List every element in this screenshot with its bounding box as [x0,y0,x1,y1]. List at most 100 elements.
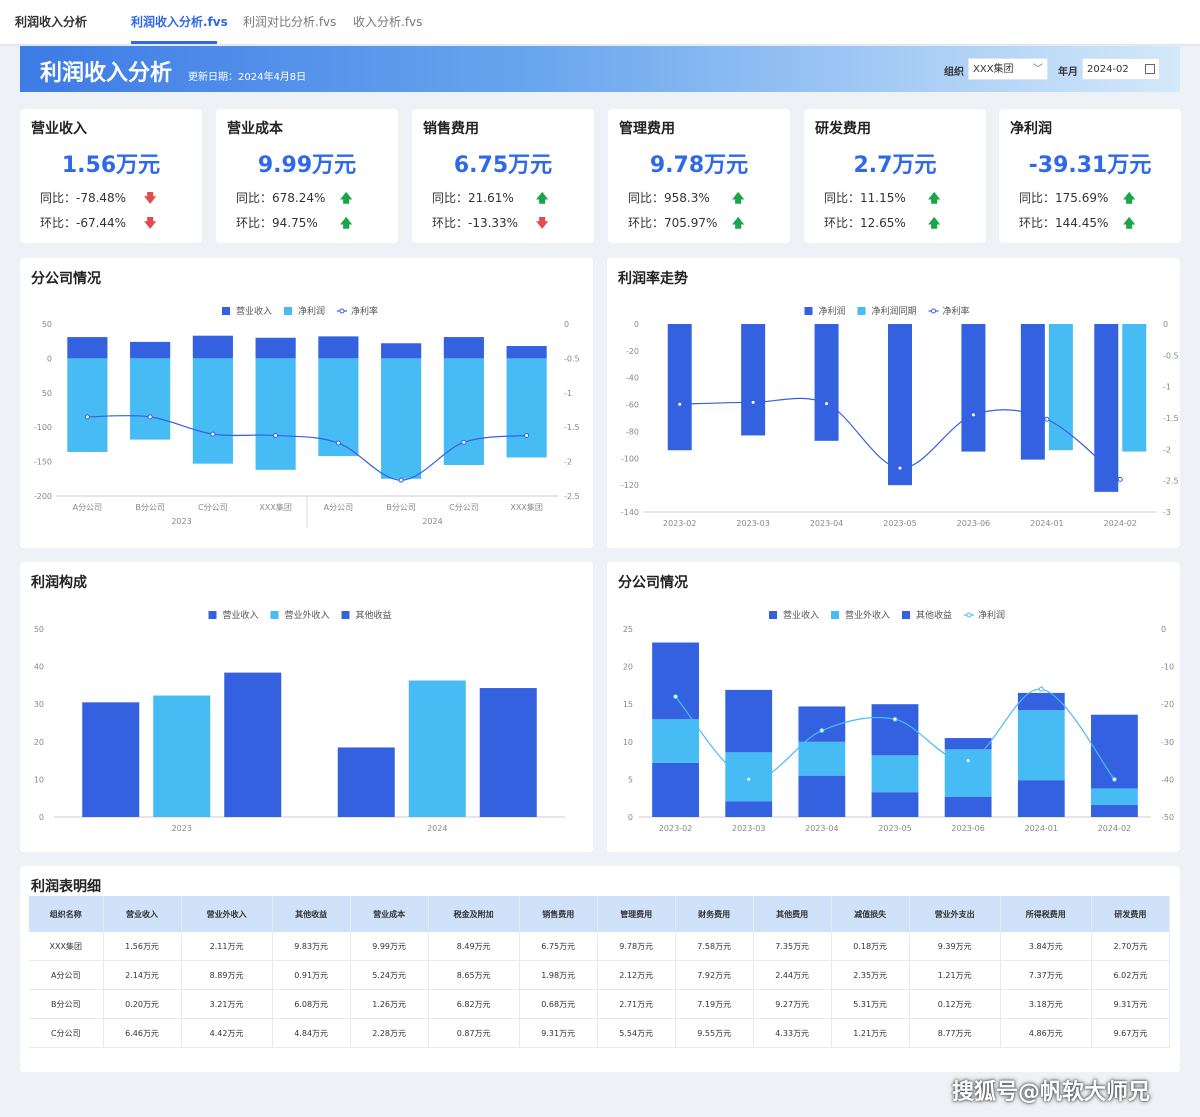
column-header[interactable]: 营业外支出 [909,896,1001,932]
arrow-up-icon: 🡅 [928,216,941,230]
column-header[interactable]: 销售费用 [519,896,598,932]
net-margin-point [335,440,341,446]
net-profit-point [1111,776,1117,782]
group-label: 2024 [422,517,442,526]
table-cell: 7.37万元 [1000,960,1092,990]
net-margin-point [210,431,216,437]
trend-chart-panel: 利润率走势 净利润 净利润同期 净利率 0 -20 -40 -60 -80 -100 -120 -1… [607,258,1180,548]
bar-net-profit [961,324,986,452]
y-tick-label: 0 [634,320,639,329]
y-tick-label: 30 [34,700,44,709]
bar-net-profit [506,358,547,458]
kpi-value: 9.78万元 [649,153,749,178]
net-margin-point [147,414,153,420]
bar-other-income [224,672,282,817]
y2-tick-label: -40 [1161,775,1174,784]
column-header[interactable]: 研发费用 [1091,896,1171,932]
bar-revenue [443,337,484,359]
y-tick-label: 25 [623,625,633,634]
column-header[interactable]: 管理费用 [597,896,676,932]
table-cell: 1.21万元 [831,1018,910,1048]
stacked-bar-segment [944,738,992,750]
x-tick-label: 2023-02 [659,824,692,833]
column-header[interactable]: 减值损失 [831,896,910,932]
watermark: 搜狐号@帆软大师兄 [952,1080,1151,1105]
legend-marker [284,307,292,315]
x-tick-label: XXX集团 [510,502,542,512]
legend-marker [857,307,866,315]
x-tick-label: 2023 [172,824,192,833]
table-cell: 0.20万元 [103,989,182,1019]
column-header[interactable]: 税金及附加 [428,896,520,932]
table-cell: 3.18万元 [1000,989,1092,1019]
branch-stacked-chart-panel: 分公司情况 营业收入 营业外收入 其他收益 净利润 25 20 15 10 5 0 0 -10 -20 -… [607,562,1180,852]
tab-profit-compare[interactable]: 利润对比分析.fvs [243,15,337,29]
kpi-card-net-profit: 净利润 -39.31万元 同比：175.69% 🡅 环比：144.45% 🡅 [999,109,1181,243]
table-cell: 5.24万元 [350,960,429,990]
table-cell: 2.70万元 [1091,932,1171,961]
kpi-mom: 环比：12.65% [824,216,906,230]
column-header[interactable]: 营业成本 [350,896,429,932]
panel-title: 利润率走势 [618,271,688,287]
net-margin-point [84,414,90,420]
bar-net-profit [443,358,484,466]
legend-marker [769,611,777,619]
org-select[interactable]: XXX集团 ﹀ [968,58,1048,80]
column-header[interactable]: 所得税费用 [1000,896,1092,932]
y2-tick-label: 0 [1161,625,1166,634]
column-header[interactable]: 其他收益 [272,896,351,932]
table-row: B分公司 0.20万元 3.21万元 6.08万元 1.26万元 6.82万元 0.68万元… [29,989,1171,1019]
table-cell: 2.12万元 [597,960,676,990]
column-header[interactable]: 营业外收入 [181,896,273,932]
app-title: 利润收入分析 [15,15,88,29]
active-tab-indicator [131,41,217,44]
profit-detail-table: 组织名称 营业收入 营业外收入 其他收益 营业成本 税金及附加 销售费用 管理费用 财务费用 其他… [29,896,1171,1048]
arrow-up-icon: 🡅 [928,191,941,205]
column-header[interactable]: 组织名称 [29,896,104,932]
table-cell: 6.46万元 [103,1018,182,1048]
kpi-yoy: 同比：678.24% [236,191,326,205]
table-cell: 6.75万元 [519,932,598,961]
x-tick-label: 2024 [427,824,447,833]
y-tick-label: 40 [34,663,44,672]
legend-label: 营业收入 [236,305,272,317]
group-label: 2023 [171,517,191,526]
table-row: C分公司 6.46万元 4.42万元 4.84万元 2.28万元 0.87万元 9.31万元… [29,1018,1171,1048]
table-cell: 7.92万元 [675,960,754,990]
bar-revenue [255,337,296,359]
y-tick-label: 0 [628,813,633,822]
net-margin-point [897,465,903,471]
column-header[interactable]: 营业收入 [103,896,182,932]
stacked-bar-segment [871,755,919,793]
net-margin-point [824,401,830,407]
x-tick-label: 2023-06 [957,519,990,528]
bar-net-profit [130,358,171,440]
stacked-bar-segment [798,775,846,817]
x-tick-label: 2023-05 [878,824,911,833]
table-cell: A分公司 [29,960,104,990]
net-margin-point [1044,416,1050,422]
table-cell: 4.86万元 [1000,1018,1092,1048]
table-cell: 2.35万元 [831,960,910,990]
legend-marker [339,308,345,314]
table-cell: B分公司 [29,989,104,1019]
column-header[interactable]: 其他费用 [753,896,832,932]
net-margin-point [524,432,530,438]
table-cell: 9.39万元 [909,932,1001,961]
kpi-card-cost: 营业成本 9.99万元 同比：678.24% 🡅 环比：94.75% 🡅 [216,109,398,243]
bar-other-income [479,688,537,817]
column-header[interactable]: 财务费用 [675,896,754,932]
y2-tick-label: -10 [1161,663,1174,672]
legend-marker [341,611,350,619]
kpi-name: 管理费用 [619,121,675,137]
tab-profit-income[interactable]: 利润收入分析.fvs [131,15,228,29]
y2-tick-label: -1.5 [1163,414,1179,423]
stacked-bar-segment [798,706,846,742]
month-picker[interactable]: 2024-02 [1082,58,1160,80]
y2-tick-label: -1 [564,389,572,398]
tab-income-analysis[interactable]: 收入分析.fvs [353,15,423,29]
x-tick-label: B分公司 [386,503,416,512]
y-tick-label: -100 [621,454,639,463]
y-tick-label: 15 [623,700,633,709]
table-cell: 0.68万元 [519,989,598,1019]
